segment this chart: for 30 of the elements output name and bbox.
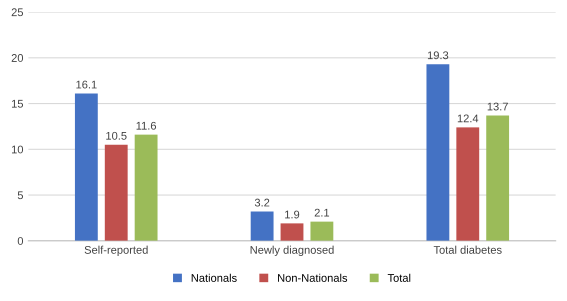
data-label: 3.2 bbox=[254, 198, 270, 207]
y-tick-label: 25 bbox=[12, 8, 24, 16]
bar bbox=[280, 223, 304, 241]
data-label: 11.6 bbox=[136, 122, 156, 130]
data-label: 12.4 bbox=[458, 114, 478, 122]
bar bbox=[456, 127, 480, 241]
legend-label: Nationals bbox=[192, 274, 237, 282]
x-tick-label: Newly diagnosed bbox=[250, 246, 334, 256]
y-tick-label: 20 bbox=[12, 54, 24, 62]
bar bbox=[74, 93, 98, 241]
data-label: 1.9 bbox=[285, 210, 300, 218]
bar bbox=[426, 64, 450, 241]
legend-label: Total bbox=[388, 274, 410, 282]
y-tick-label: 15 bbox=[12, 100, 24, 108]
data-label: 16.1 bbox=[76, 80, 97, 89]
y-tick-label: 0 bbox=[18, 237, 24, 245]
data-label: 2.1 bbox=[314, 208, 330, 216]
y-tick-label: 10 bbox=[12, 146, 24, 154]
bar bbox=[134, 134, 158, 241]
bar bbox=[250, 212, 274, 241]
bar bbox=[104, 144, 128, 241]
y-tick-label: 5 bbox=[18, 191, 24, 200]
legend-label: Non-Nationals bbox=[278, 274, 348, 282]
x-tick-label: Total diabetes bbox=[434, 246, 502, 254]
data-label: 19.3 bbox=[428, 51, 448, 60]
bar bbox=[310, 222, 334, 241]
bar bbox=[486, 115, 510, 241]
data-label: 13.7 bbox=[488, 102, 508, 110]
data-label: 10.5 bbox=[106, 132, 127, 140]
x-tick-label: Self-reported bbox=[84, 246, 148, 256]
